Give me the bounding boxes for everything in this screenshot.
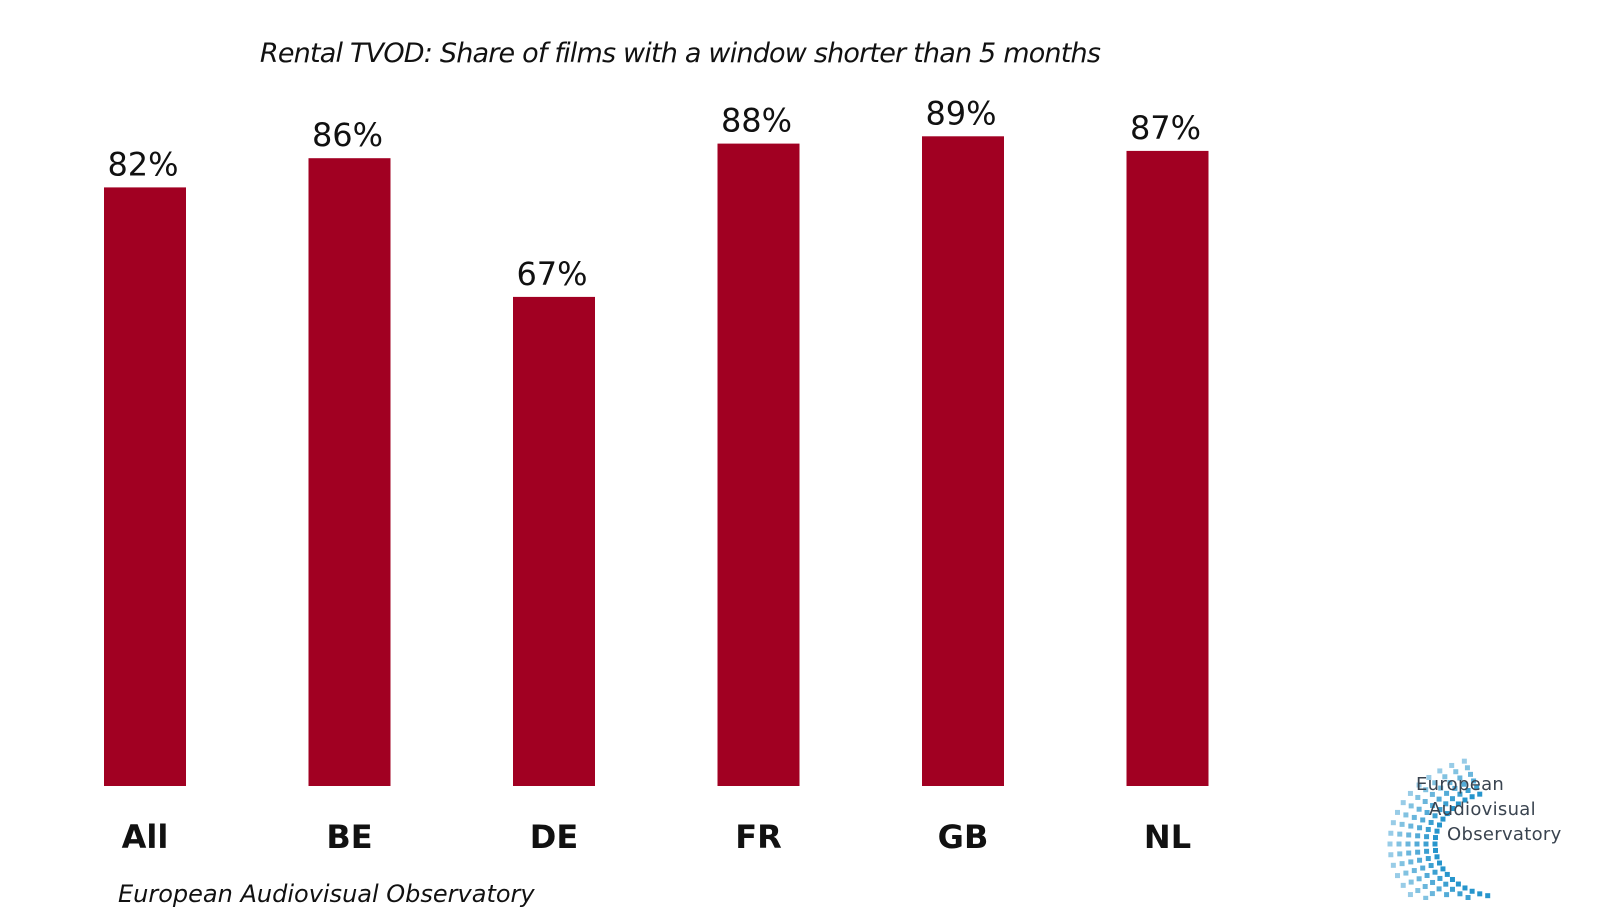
bar-de [513, 296, 595, 786]
category-label-all: All [122, 818, 169, 856]
observatory-logo: European Audiovisual Observatory [1385, 752, 1600, 901]
chart-title: Rental TVOD: Share of films with a windo… [259, 38, 1101, 69]
category-label-be: BE [326, 818, 372, 856]
value-label-gb: 89% [925, 94, 996, 132]
bar-be [308, 158, 391, 786]
bar-nl [1126, 150, 1209, 786]
logo-arc-icon [1387, 758, 1491, 901]
value-label-all: 82% [107, 145, 178, 183]
value-label-fr: 88% [721, 102, 792, 140]
category-label-de: DE [530, 818, 578, 856]
value-label-de: 67% [516, 255, 587, 293]
logo-line-2: Audiovisual [1429, 799, 1536, 820]
value-label-be: 86% [312, 116, 383, 154]
category-label-gb: GB [938, 818, 989, 856]
value-label-nl: 87% [1130, 109, 1201, 147]
source-note: European Audiovisual Observatory [118, 880, 535, 908]
category-label-nl: NL [1144, 818, 1191, 856]
category-label-fr: FR [735, 818, 782, 856]
bar-gb [922, 136, 1004, 787]
bar-all [104, 187, 186, 786]
logo-line-1: European [1416, 774, 1505, 795]
bar-fr [717, 143, 800, 787]
logo-line-3: Observatory [1447, 824, 1562, 845]
